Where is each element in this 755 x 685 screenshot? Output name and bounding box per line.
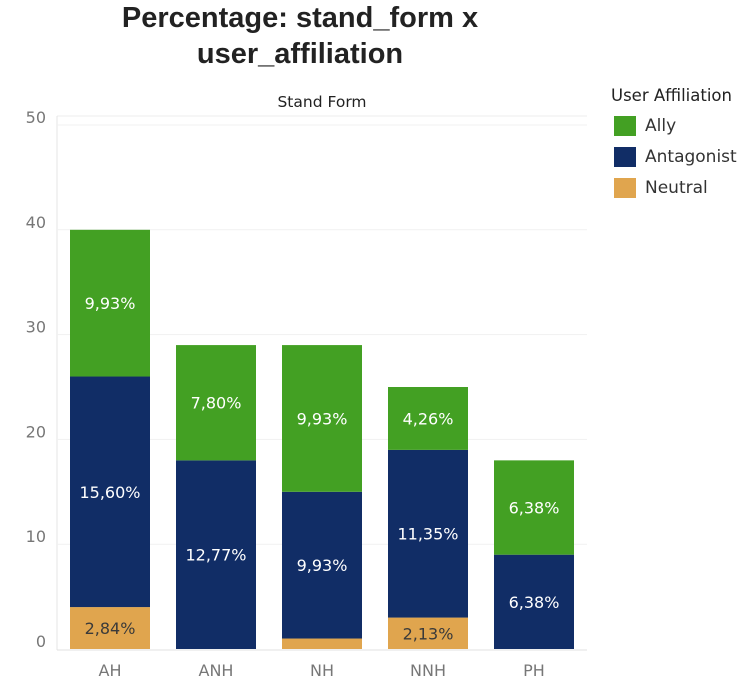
y-tick-label: 50 [26, 108, 46, 127]
data-label: 4,26% [403, 409, 454, 428]
y-tick-label: 10 [26, 527, 46, 546]
bar-antagonist-nh [282, 491, 362, 639]
bar-neutral-ah [70, 607, 150, 649]
legend: User Affiliation Ally Antagonist Neutral [611, 84, 755, 203]
legend-swatch-neutral [614, 177, 636, 198]
data-label: 6,38% [509, 499, 560, 518]
x-tick-label: ANH [199, 661, 234, 680]
bar-antagonist-anh [176, 460, 256, 649]
data-label: 9,93% [297, 556, 348, 575]
data-label: 15,60% [79, 483, 140, 502]
chart-title-line-2: user_affiliation [196, 38, 404, 70]
bar-ally-nnh [388, 387, 468, 450]
bar-ally-anh [176, 345, 256, 461]
bar-neutral-nnh [388, 617, 468, 649]
bar-ally-ph [494, 460, 574, 555]
bar-antagonist-ph [494, 554, 574, 649]
bar-antagonist-ah [70, 376, 150, 608]
legend-item-neutral[interactable]: Neutral [611, 172, 755, 203]
bar-antagonist-nnh [388, 449, 468, 618]
legend-item-antagonist[interactable]: Antagonist [611, 141, 755, 172]
data-label: 11,35% [397, 525, 458, 544]
legend-item-ally[interactable]: Ally [611, 110, 755, 141]
y-tick-label: 30 [26, 318, 46, 337]
bar-ally-nh [282, 345, 362, 492]
legend-swatch-antagonist [614, 146, 636, 167]
data-label: 9,93% [297, 409, 348, 428]
x-axis-title: Stand Form [277, 93, 366, 111]
y-tick-label: 40 [26, 213, 46, 232]
y-tick-label: 20 [26, 422, 46, 441]
data-label: 2,84% [85, 619, 136, 638]
data-label: 7,80% [191, 394, 242, 413]
legend-label-ally: Ally [645, 115, 677, 136]
legend-title: User Affiliation [611, 86, 732, 105]
bar-ally-ah [70, 229, 150, 377]
data-label: 12,77% [185, 546, 246, 565]
x-tick-label: PH [523, 661, 545, 680]
data-label: 2,13% [403, 624, 454, 643]
legend-label-antagonist: Antagonist [645, 146, 737, 167]
chart-title-line-1: Percentage: stand_form x [121, 2, 479, 34]
x-tick-label: AH [99, 661, 122, 680]
chart-title: Percentage: stand_form x user_affiliatio… [60, 0, 540, 72]
data-label: 6,38% [509, 593, 560, 612]
legend-label-neutral: Neutral [645, 177, 708, 198]
x-tick-label: NH [310, 661, 334, 680]
legend-swatch-ally [614, 115, 636, 136]
bar-neutral-nh [282, 638, 362, 649]
y-tick-label: 0 [36, 632, 46, 651]
x-tick-label: NNH [410, 661, 446, 680]
data-label: 9,93% [85, 294, 136, 313]
